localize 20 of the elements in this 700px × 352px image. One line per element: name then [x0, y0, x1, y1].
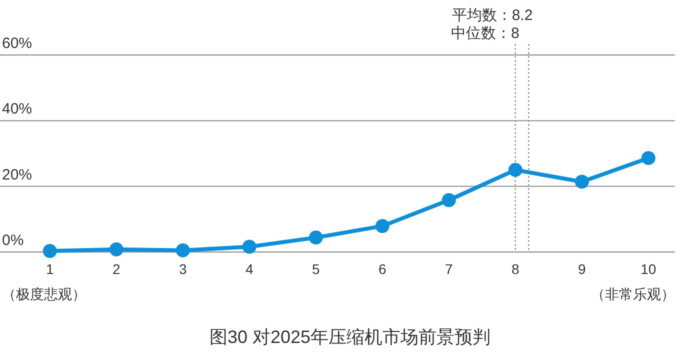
x-tick-label: 2 [112, 261, 120, 277]
ref-line-label: 中位数：8 [451, 25, 520, 42]
x-tick-label: 10 [640, 261, 656, 277]
y-tick-label: 60% [2, 35, 32, 52]
y-tick-label: 0% [2, 232, 24, 249]
x-tick-label: 6 [378, 261, 386, 277]
x-tick-label: 5 [312, 261, 320, 277]
y-tick-label: 40% [2, 100, 32, 118]
x-tick-label: 9 [578, 261, 586, 277]
text: （极度悲观） [2, 286, 86, 302]
y-tick-label: 20% [2, 166, 32, 184]
text: 图30 对2025年压缩机市场前景预判 [209, 327, 491, 347]
x-tick-label: 8 [511, 261, 520, 277]
x-tick-label: 7 [444, 261, 453, 277]
x-tick-label: 3 [178, 261, 187, 277]
x-tick-label: 4 [245, 261, 254, 277]
ref-line-label: 平均数：8.2 [452, 7, 533, 24]
x-tick-label: 1 [46, 261, 54, 277]
ref-line: 中位数：8 [451, 25, 520, 252]
text: （非常乐观） [591, 286, 675, 302]
